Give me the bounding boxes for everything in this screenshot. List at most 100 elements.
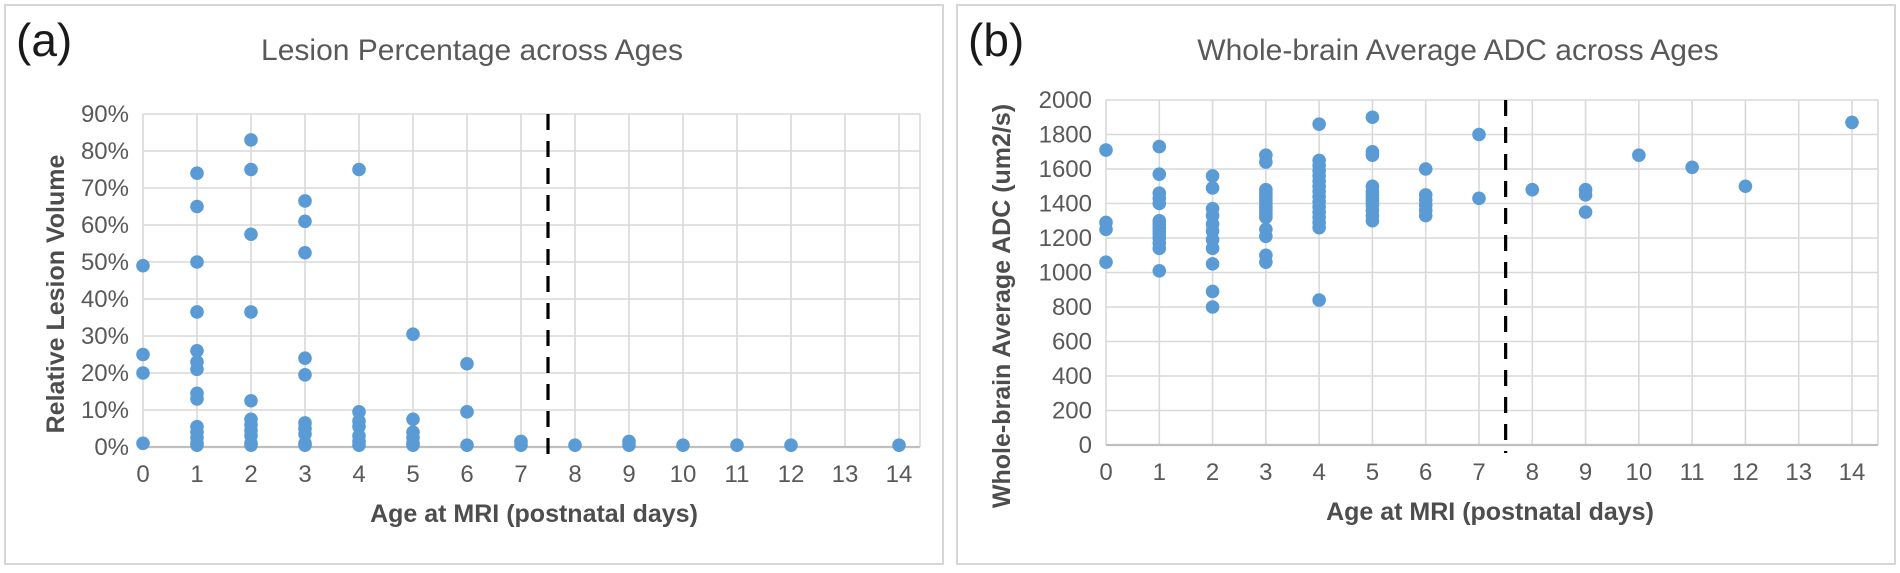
data-point (1099, 143, 1113, 157)
data-point (622, 438, 636, 452)
data-point (1205, 257, 1220, 271)
data-point (406, 327, 420, 341)
data-point (1312, 220, 1326, 235)
data-point (1205, 241, 1220, 256)
data-point (1205, 181, 1220, 195)
data-point (298, 351, 312, 366)
data-point (568, 438, 582, 452)
x-tick-label: 0 (1099, 459, 1112, 486)
y-tick-label: 600 (1052, 329, 1092, 356)
data-point (1632, 148, 1646, 162)
data-point (190, 166, 204, 180)
y-tick-label: 40% (81, 286, 129, 313)
x-tick-label: 8 (568, 461, 581, 488)
data-point (190, 305, 204, 319)
x-tick-label: 1 (190, 461, 203, 488)
x-tick-label: 12 (1732, 459, 1759, 486)
data-point (406, 412, 420, 427)
y-tick-label: 0 (1079, 432, 1092, 459)
data-point (1152, 263, 1167, 278)
chart-a-y-axis-title: Relative Lesion Volume (42, 155, 70, 434)
data-point (190, 438, 204, 452)
data-point (460, 356, 474, 371)
data-point (1259, 229, 1273, 244)
data-point (1205, 300, 1220, 314)
x-tick-label: 0 (136, 461, 149, 488)
panel-b-label: (b) (968, 14, 1024, 66)
y-tick-label: 0% (94, 434, 129, 461)
data-point (244, 393, 258, 408)
data-point (136, 347, 150, 362)
data-point (892, 438, 906, 452)
data-point (1418, 162, 1433, 176)
data-point (1099, 222, 1113, 237)
data-point (136, 258, 150, 273)
data-point (1259, 155, 1273, 169)
data-point (352, 438, 366, 452)
y-tick-label: 1400 (1039, 191, 1092, 218)
x-tick-label: 6 (460, 461, 473, 488)
y-tick-label: 90% (81, 101, 129, 128)
data-point (784, 438, 798, 452)
y-tick-label: 400 (1052, 363, 1092, 390)
x-tick-label: 4 (352, 461, 365, 488)
y-tick-label: 1000 (1039, 260, 1092, 287)
data-point (514, 438, 528, 452)
data-point (1472, 127, 1486, 142)
y-tick-label: 1600 (1039, 156, 1092, 183)
data-point (298, 245, 312, 260)
data-point (244, 162, 258, 177)
data-point (1365, 110, 1380, 125)
data-point (1578, 188, 1593, 202)
x-tick-label: 10 (1626, 459, 1653, 486)
x-tick-label: 14 (1839, 459, 1866, 486)
data-point (1365, 213, 1380, 228)
data-point (730, 438, 744, 452)
y-tick-label: 50% (81, 249, 129, 276)
y-tick-label: 70% (81, 175, 129, 202)
data-point (1845, 115, 1859, 130)
data-point (244, 227, 258, 242)
x-tick-label: 7 (1472, 459, 1485, 486)
data-point (1525, 182, 1540, 197)
y-tick-label: 20% (81, 360, 129, 387)
x-tick-label: 3 (298, 461, 311, 488)
y-tick-label: 1200 (1039, 225, 1092, 252)
x-tick-label: 12 (778, 461, 805, 488)
y-tick-label: 800 (1052, 294, 1092, 321)
x-tick-label: 4 (1312, 459, 1325, 486)
data-point (1418, 208, 1433, 223)
data-point (1312, 293, 1326, 307)
chart-b-y-axis-title: Whole-brain Average ADC (um2/s) (988, 104, 1016, 508)
x-tick-label: 5 (406, 461, 419, 488)
data-point (1205, 169, 1220, 183)
x-tick-label: 2 (244, 461, 257, 488)
chart-a-x-axis-title: Age at MRI (postnatal days) (370, 500, 698, 528)
chart-b-title: Whole-brain Average ADC across Ages (1197, 34, 1718, 67)
data-point (1472, 191, 1486, 206)
data-point (676, 438, 690, 452)
x-tick-label: 9 (1579, 459, 1592, 486)
data-point (298, 438, 312, 452)
panel-a-label: (a) (16, 14, 72, 66)
x-tick-label: 11 (1680, 459, 1705, 486)
x-tick-label: 5 (1366, 459, 1379, 486)
data-point (190, 362, 204, 377)
chart-b-x-axis-title: Age at MRI (postnatal days) (1326, 498, 1654, 526)
data-point (1152, 139, 1167, 154)
x-tick-label: 1 (1153, 459, 1166, 486)
data-point (1685, 160, 1699, 175)
data-point (460, 438, 474, 452)
data-point (298, 368, 312, 382)
data-point (244, 133, 258, 147)
data-point (136, 436, 150, 451)
x-tick-label: 13 (832, 461, 859, 488)
y-tick-label: 2000 (1039, 87, 1092, 114)
x-tick-label: 3 (1259, 459, 1272, 486)
data-point (1259, 255, 1273, 269)
y-tick-label: 30% (81, 323, 129, 350)
data-point (1259, 210, 1273, 225)
x-tick-label: 11 (725, 461, 750, 488)
